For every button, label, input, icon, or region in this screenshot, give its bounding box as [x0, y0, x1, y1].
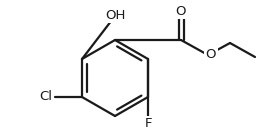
- Text: F: F: [144, 117, 152, 130]
- Text: OH: OH: [105, 9, 125, 22]
- Text: Cl: Cl: [39, 91, 52, 103]
- Text: O: O: [206, 48, 216, 62]
- Text: O: O: [176, 5, 186, 18]
